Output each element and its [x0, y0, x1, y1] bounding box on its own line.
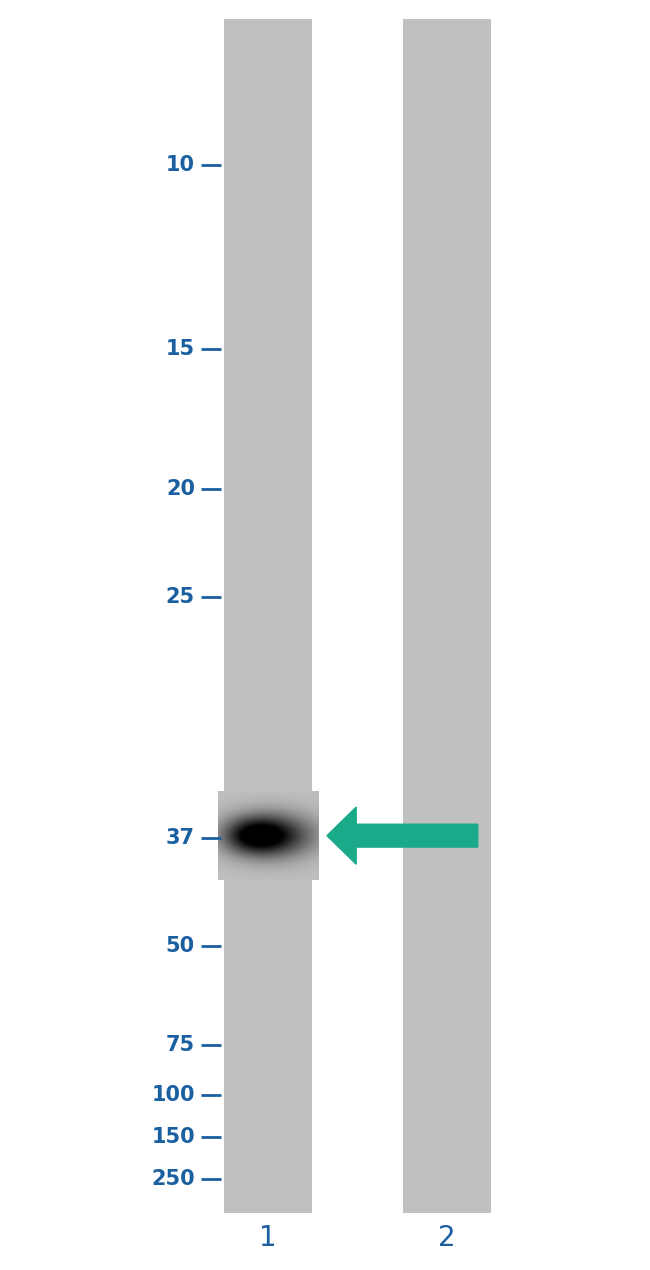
- Text: 2: 2: [438, 1224, 456, 1252]
- Text: 25: 25: [166, 587, 195, 607]
- Text: 150: 150: [151, 1126, 195, 1147]
- Text: 20: 20: [166, 479, 195, 499]
- Text: 15: 15: [166, 339, 195, 359]
- Text: 50: 50: [166, 936, 195, 956]
- Text: 10: 10: [166, 155, 195, 175]
- Bar: [224, 19, 312, 1213]
- Text: 1: 1: [259, 1224, 277, 1252]
- Text: 75: 75: [166, 1035, 195, 1055]
- Text: 250: 250: [151, 1168, 195, 1189]
- Text: 37: 37: [166, 828, 195, 848]
- FancyArrow shape: [327, 808, 478, 864]
- Text: 100: 100: [151, 1085, 195, 1105]
- Bar: [403, 19, 491, 1213]
